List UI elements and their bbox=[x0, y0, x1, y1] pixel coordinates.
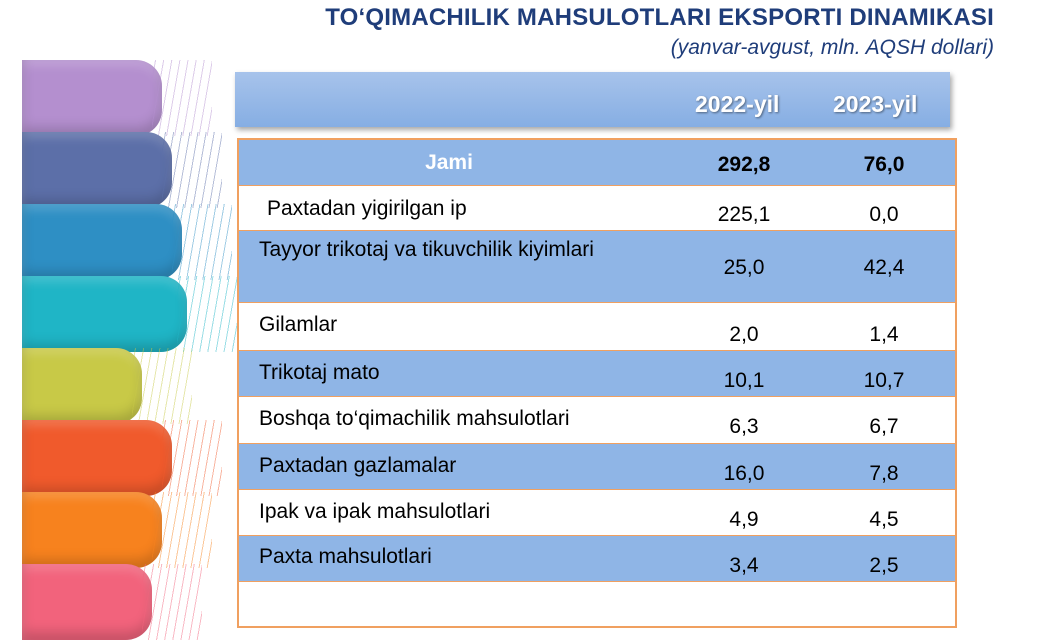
scarf-fringe bbox=[132, 348, 192, 424]
page-title: TO‘QIMACHILIK MAHSULOTLARI EKSPORTI DINA… bbox=[325, 4, 994, 31]
row-label: Boshqa to‘qimachilik mahsulotlari bbox=[259, 407, 570, 430]
scarf-band bbox=[22, 132, 222, 208]
scarf-fringe bbox=[177, 276, 237, 352]
scarf-band bbox=[22, 348, 192, 424]
row-value-2022: 2,0 bbox=[729, 323, 759, 346]
scarf-fringe bbox=[152, 60, 212, 136]
scarf-band bbox=[22, 60, 212, 136]
scarf-fringe bbox=[162, 132, 222, 208]
column-header-2023: 2023-yil bbox=[833, 91, 918, 117]
scarf-band bbox=[22, 564, 202, 640]
table-row-total: Jami 292,8 76,0 bbox=[239, 140, 955, 186]
scarf-fringe bbox=[152, 492, 212, 568]
row-value-2022: 25,0 bbox=[723, 256, 765, 279]
column-header-2022: 2022-yil bbox=[695, 91, 780, 117]
scarf-band bbox=[22, 204, 232, 280]
row-label: Gilamlar bbox=[259, 313, 338, 336]
scarf-band bbox=[22, 492, 212, 568]
row-value-2022: 10,1 bbox=[723, 369, 765, 392]
table-row: Trikotaj mato 10,1 10,7 bbox=[239, 351, 955, 397]
export-table: Jami 292,8 76,0 Paxtadan yigirilgan ip 2… bbox=[237, 138, 957, 628]
table-row: Ipak va ipak mahsulotlari 4,9 4,5 bbox=[239, 490, 955, 536]
row-value-2022: 4,9 bbox=[729, 508, 759, 531]
row-label: Paxtadan gazlamalar bbox=[259, 454, 457, 477]
page-subtitle: (yanvar-avgust, mln. AQSH dollari) bbox=[670, 36, 994, 59]
row-label: Jami bbox=[425, 151, 473, 174]
row-value-2023: 4,5 bbox=[869, 508, 899, 531]
row-label: Tayyor trikotaj va tikuvchilik kiyimlari bbox=[259, 238, 594, 261]
table-row: Paxta mahsulotlari 3,4 2,5 bbox=[239, 536, 955, 582]
table-row: Paxtadan yigirilgan ip 225,1 0,0 bbox=[239, 186, 955, 231]
row-label: Trikotaj mato bbox=[259, 361, 380, 384]
scarf-band bbox=[22, 420, 222, 496]
row-value-2023: 6,7 bbox=[869, 415, 899, 438]
scarf-fringe bbox=[172, 204, 232, 280]
scarf-band bbox=[22, 276, 237, 352]
row-value-2023: 42,4 bbox=[863, 256, 905, 279]
table-row: Gilamlar 2,0 1,4 bbox=[239, 303, 955, 351]
row-value-2022: 6,3 bbox=[729, 415, 759, 438]
row-label: Ipak va ipak mahsulotlari bbox=[259, 500, 491, 523]
scarves-illustration bbox=[22, 60, 237, 640]
row-value-2023: 7,8 bbox=[869, 462, 899, 485]
table-header: 2022-yil 2023-yil bbox=[235, 72, 950, 127]
table-row: Boshqa to‘qimachilik mahsulotlari 6,3 6,… bbox=[239, 397, 955, 444]
row-value-2022: 16,0 bbox=[723, 462, 765, 485]
scarf-fringe bbox=[142, 564, 202, 640]
row-label: Paxta mahsulotlari bbox=[259, 545, 432, 568]
row-value-2023: 0,0 bbox=[869, 203, 899, 226]
row-value-2022: 292,8 bbox=[717, 153, 771, 176]
row-value-2023: 76,0 bbox=[863, 153, 905, 176]
row-label: Paxtadan yigirilgan ip bbox=[267, 197, 467, 220]
scarf-fringe bbox=[162, 420, 222, 496]
table-row-empty bbox=[239, 582, 955, 626]
row-value-2022: 3,4 bbox=[729, 554, 759, 577]
table-row: Tayyor trikotaj va tikuvchilik kiyimlari… bbox=[239, 231, 955, 303]
row-value-2023: 10,7 bbox=[863, 369, 905, 392]
row-value-2023: 2,5 bbox=[869, 554, 899, 577]
row-value-2022: 225,1 bbox=[717, 203, 771, 226]
row-value-2023: 1,4 bbox=[869, 323, 899, 346]
table-row: Paxtadan gazlamalar 16,0 7,8 bbox=[239, 444, 955, 490]
